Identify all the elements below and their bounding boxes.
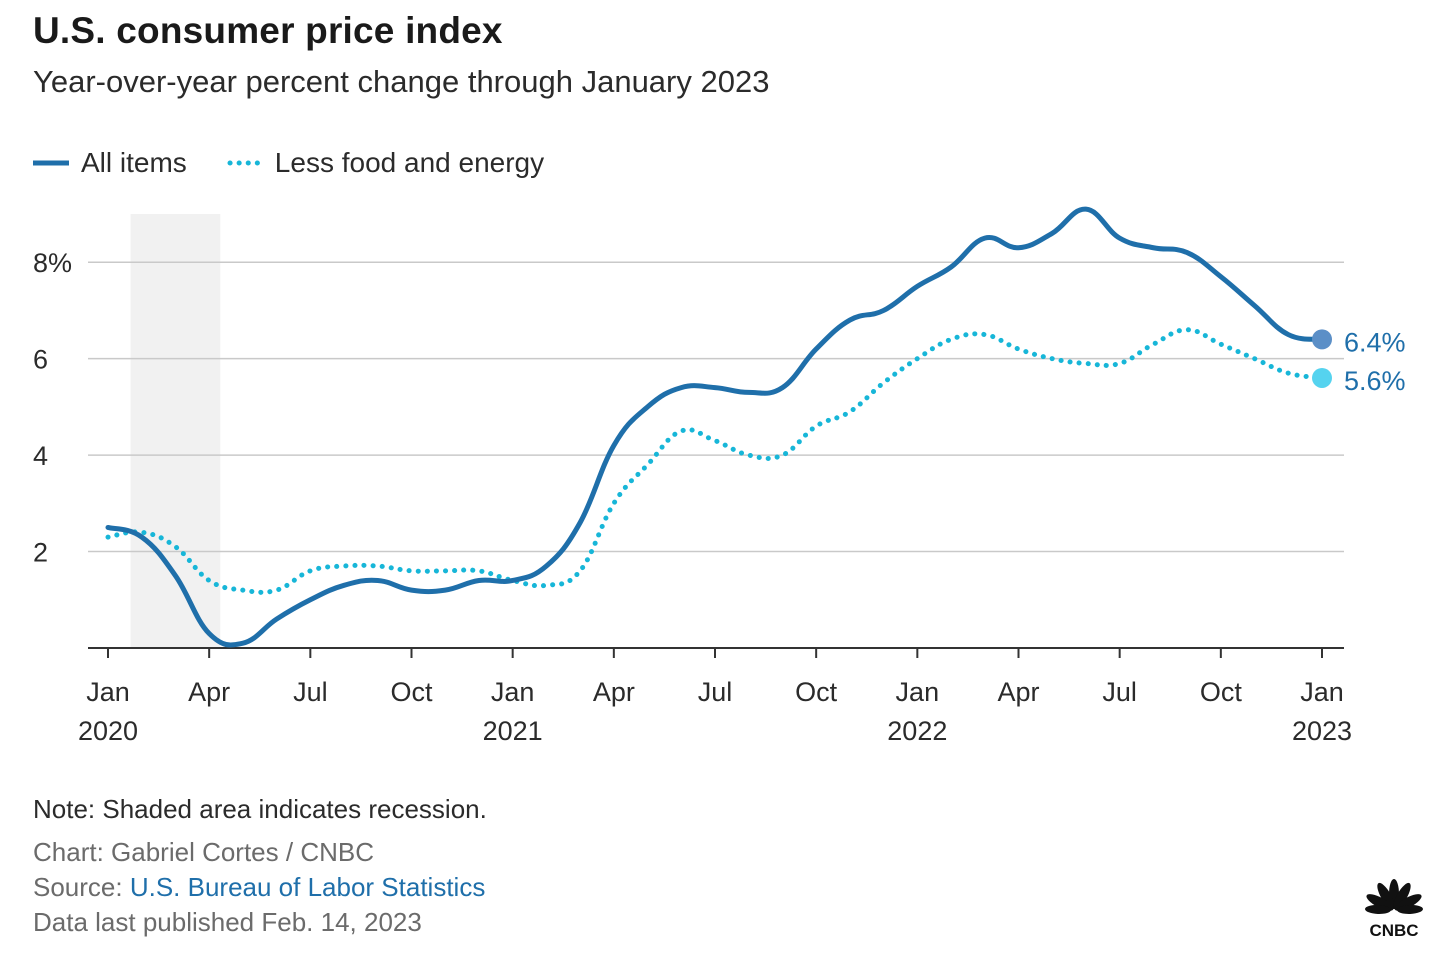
- footer-source: Source: U.S. Bureau of Labor Statistics: [33, 872, 485, 903]
- source-link[interactable]: U.S. Bureau of Labor Statistics: [129, 872, 486, 902]
- cnbc-peacock-icon: CNBC: [1365, 879, 1423, 938]
- legend-swatch-solid-icon: [33, 160, 69, 166]
- legend-label-less-food-energy: Less food and energy: [274, 147, 545, 178]
- source-prefix: Source:: [33, 872, 130, 902]
- x-tick-label-year: 2023: [1292, 716, 1352, 746]
- legend: All items Less food and energy: [33, 144, 584, 182]
- x-tick-label-month: Jul: [698, 677, 733, 707]
- series-line-less-food-energy: [105, 327, 1325, 595]
- x-tick-label-month: Jul: [1102, 677, 1137, 707]
- recession-shading: [130, 214, 221, 648]
- series-line-all-items: [105, 206, 1325, 648]
- end-marker-all-items: [1312, 329, 1332, 350]
- x-tick-label-year: 2021: [483, 716, 543, 746]
- legend-item-all-items: All items: [33, 147, 187, 179]
- end-label-less-food-energy: 5.6%: [1344, 366, 1406, 396]
- chart-subtitle: Year-over-year percent change through Ja…: [33, 64, 770, 99]
- x-tick-label-year: 2022: [887, 716, 947, 746]
- footer-credit: Chart: Gabriel Cortes / CNBC: [33, 837, 374, 867]
- x-tick-label-month: Oct: [795, 677, 838, 707]
- chart-plot: 2 4 6 8% Jan 2020 Apr Jul Oct Jan 2021 Apr Jul Oct Ja…: [33, 206, 1406, 746]
- end-label-all-items: 6.4%: [1344, 327, 1406, 357]
- x-tick-label-month: Oct: [1200, 677, 1243, 707]
- x-tick-label-month: Jan: [896, 677, 940, 707]
- logo-text: CNBC: [1369, 921, 1418, 938]
- footer-note: Note: Shaded area indicates recession.: [33, 794, 487, 824]
- y-tick-label: 2: [33, 538, 48, 568]
- chart-title: U.S. consumer price index: [33, 10, 503, 51]
- x-tick-label-month: Jan: [86, 677, 130, 707]
- end-marker-less-food-energy: [1312, 367, 1332, 388]
- x-tick-label-month: Apr: [593, 677, 635, 707]
- x-tick-label-month: Jan: [1300, 677, 1344, 707]
- y-tick-label: 8%: [33, 248, 72, 278]
- legend-item-less-food-energy: Less food and energy: [227, 147, 544, 179]
- y-tick-label: 6: [33, 345, 48, 375]
- x-tick-label-month: Oct: [390, 677, 433, 707]
- y-tick-label: 4: [33, 441, 48, 471]
- x-tick-label-month: Jan: [491, 677, 535, 707]
- legend-swatch-dotted-icon: [227, 160, 263, 166]
- x-tick-label-month: Jul: [293, 677, 328, 707]
- x-tick-label-month: Apr: [188, 677, 230, 707]
- x-tick-label-year: 2020: [78, 716, 138, 746]
- legend-label-all-items: All items: [81, 147, 187, 178]
- footer-published: Data last published Feb. 14, 2023: [33, 907, 422, 937]
- x-tick-label-month: Apr: [997, 677, 1039, 707]
